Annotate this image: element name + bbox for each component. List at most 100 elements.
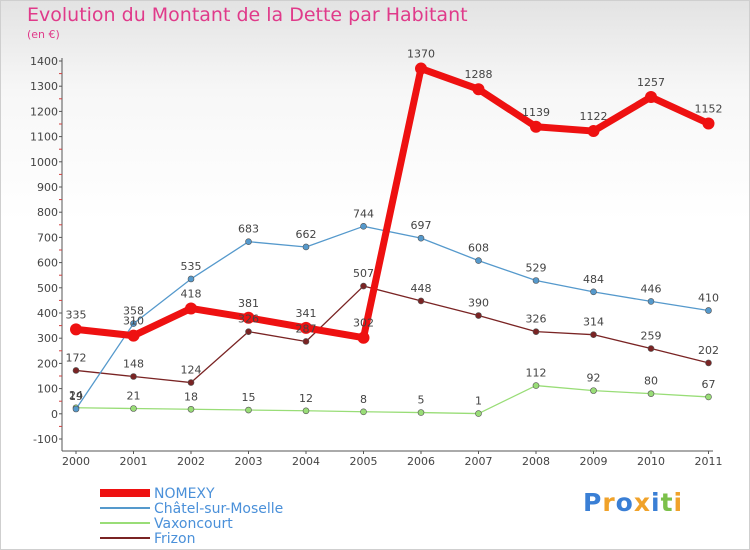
data-point [187, 379, 195, 386]
data-label: 358 [123, 305, 144, 318]
data-point [590, 331, 597, 338]
chart-axes: -100 0 100 200 300 400 500 600 700 800 900 1000 1100… [30, 55, 723, 468]
data-point [70, 323, 82, 336]
data-label: 202 [698, 344, 719, 357]
data-label: 326 [526, 313, 547, 326]
data-point [245, 328, 252, 335]
data-label: 683 [238, 223, 259, 236]
data-label: 446 [641, 282, 662, 295]
y-tick-label: 700 [37, 231, 58, 244]
data-label: 448 [411, 282, 432, 295]
data-label: 326 [238, 313, 259, 326]
data-label: 124 [181, 364, 202, 377]
y-tick-label: 1300 [30, 80, 58, 93]
series-line-ch-tel-sur-moselle [75, 225, 710, 410]
data-point [127, 329, 140, 342]
data-point [360, 223, 367, 230]
data-label: 15 [242, 391, 256, 404]
data-point [532, 382, 540, 389]
chart-title: Evolution du Montant de la Dette par Hab… [27, 4, 468, 26]
data-point [360, 282, 367, 290]
x-tick-label: 2008 [522, 455, 550, 468]
data-point [475, 312, 482, 319]
data-point [130, 373, 137, 380]
x-tick-label: 2006 [407, 455, 435, 468]
x-tick-label: 2007 [465, 455, 493, 468]
legend-label: NOMEXY [154, 486, 215, 502]
data-point [417, 297, 425, 305]
data-point [245, 406, 252, 414]
y-tick-label: 1200 [30, 105, 58, 118]
data-label: 172 [66, 351, 87, 364]
data-point [472, 83, 485, 96]
data-label: 1 [475, 395, 482, 408]
data-point [302, 407, 310, 415]
y-tick-label: 900 [37, 181, 58, 194]
data-label: 390 [468, 297, 489, 310]
x-tick-label: 2003 [235, 455, 263, 468]
data-point [130, 320, 137, 327]
data-point [590, 387, 597, 394]
data-point [590, 288, 597, 296]
data-label: 1152 [695, 102, 723, 115]
data-label: 608 [468, 242, 489, 255]
logo-letter: x [633, 488, 651, 517]
data-label: 1288 [465, 68, 493, 81]
proxiti-logo: Proxiti [583, 488, 683, 517]
data-label: 662 [296, 228, 317, 241]
y-tick-label: 0 [51, 408, 58, 421]
data-point [705, 393, 712, 401]
x-tick-label: 2005 [350, 455, 378, 468]
legend-label: Vaxoncourt [154, 516, 233, 532]
x-tick-label: 2010 [637, 455, 665, 468]
data-label: 112 [526, 367, 547, 380]
data-label: 259 [641, 330, 662, 343]
logo-letter: t [660, 488, 674, 517]
data-label: 12 [299, 392, 313, 405]
data-label: 24 [69, 389, 83, 402]
x-tick-label: 2011 [695, 455, 723, 468]
data-label: 418 [181, 287, 202, 300]
legend-label: Châtel-sur-Moselle [154, 501, 283, 517]
data-point [72, 405, 80, 413]
data-point [587, 125, 600, 138]
data-label: 21 [127, 390, 141, 403]
y-tick-label: 1000 [30, 156, 58, 169]
y-tick-label: 800 [37, 206, 58, 219]
data-label: 287 [296, 322, 317, 335]
data-label: 18 [184, 390, 198, 403]
data-point [415, 62, 427, 75]
data-label: 1122 [580, 110, 608, 123]
y-tick-label: 500 [37, 282, 58, 295]
data-point [185, 302, 197, 315]
logo-letter: i [673, 488, 684, 517]
y-tick-label: 400 [37, 307, 58, 320]
data-label: 1370 [407, 48, 435, 61]
data-point [530, 120, 542, 133]
data-label: 67 [702, 378, 716, 391]
x-tick-label: 2004 [292, 455, 320, 468]
data-point [705, 359, 712, 367]
logo-letter: P [583, 488, 603, 517]
data-point [300, 321, 312, 334]
data-label: 341 [296, 307, 317, 320]
data-label: 507 [353, 267, 374, 280]
logo-letter: r [602, 488, 616, 517]
data-label: 335 [66, 308, 87, 321]
data-point [130, 405, 137, 412]
data-point [187, 405, 195, 413]
x-tick-label: 2002 [177, 455, 205, 468]
x-tick-label: 2009 [580, 455, 608, 468]
data-point [417, 409, 425, 416]
data-point [357, 331, 370, 344]
data-label: 1139 [522, 106, 550, 119]
y-tick-label: 1100 [30, 131, 58, 144]
series-line-frizon [75, 285, 710, 384]
data-point [532, 277, 540, 284]
legend-label: Frizon [154, 531, 195, 547]
data-label: 314 [583, 316, 604, 329]
y-tick-label: -100 [33, 433, 58, 446]
data-point [647, 345, 655, 352]
